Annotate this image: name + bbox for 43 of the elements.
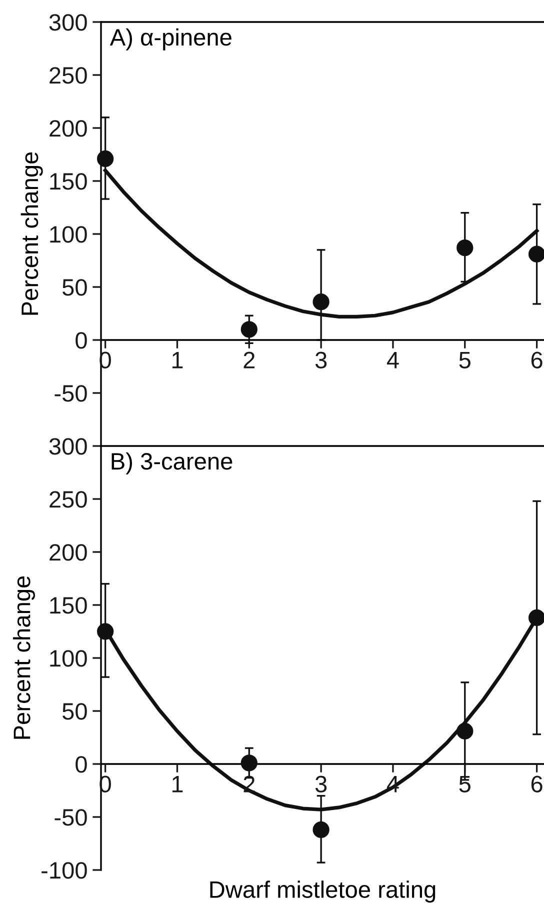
x-tick-label: 1 xyxy=(172,352,183,368)
y-tick-label: 200 xyxy=(50,544,87,561)
x-tick-label: 2 xyxy=(244,776,255,792)
point xyxy=(240,321,258,338)
y-tick-label: 50 xyxy=(62,279,87,296)
x-tick-label: 5 xyxy=(459,776,470,792)
chart-title: B) 3-carene xyxy=(112,452,232,474)
y-tick-label: -100 xyxy=(42,862,87,879)
point xyxy=(312,821,330,838)
point xyxy=(312,294,330,310)
y-tick-label: 200 xyxy=(50,120,87,137)
x-tick-label: 6 xyxy=(531,776,542,792)
y-tick-label: 300 xyxy=(49,14,87,31)
point xyxy=(528,246,544,262)
chart-title: A) α-pinene xyxy=(110,28,232,50)
x-tick-label: 4 xyxy=(386,352,399,368)
x-axis-title: Dwarf mistletoe rating xyxy=(210,880,436,903)
point xyxy=(96,623,114,640)
y-tick-label: -50 xyxy=(54,809,87,826)
y-tick-label: 100 xyxy=(50,650,87,667)
y-tick-label: 50 xyxy=(62,703,87,720)
y-tick-label: 250 xyxy=(50,491,87,508)
y-tick-label: 0 xyxy=(76,756,87,773)
point xyxy=(528,609,544,626)
y-tick-label: 0 xyxy=(76,332,87,349)
y-axis-title: Percent change xyxy=(12,576,35,739)
y-tick-label: 100 xyxy=(50,226,87,243)
point xyxy=(240,754,258,772)
x-tick-label: 1 xyxy=(172,776,183,792)
x-tick-label: 3 xyxy=(315,776,327,792)
y-tick-label: 300 xyxy=(49,438,87,455)
point xyxy=(456,722,474,740)
y-tick-label: 250 xyxy=(50,67,87,84)
y-tick-label: -50 xyxy=(54,385,87,402)
y-axis-title: Percent change xyxy=(20,152,43,315)
point xyxy=(456,239,474,256)
x-tick-label: 2 xyxy=(244,352,255,368)
x-tick-label: 5 xyxy=(459,352,470,368)
x-tick-label: 3 xyxy=(315,352,327,368)
point xyxy=(96,150,114,168)
y-tick-label: 150 xyxy=(50,597,87,614)
y-tick-label: 150 xyxy=(50,173,87,190)
x-tick-label: 6 xyxy=(531,352,542,368)
